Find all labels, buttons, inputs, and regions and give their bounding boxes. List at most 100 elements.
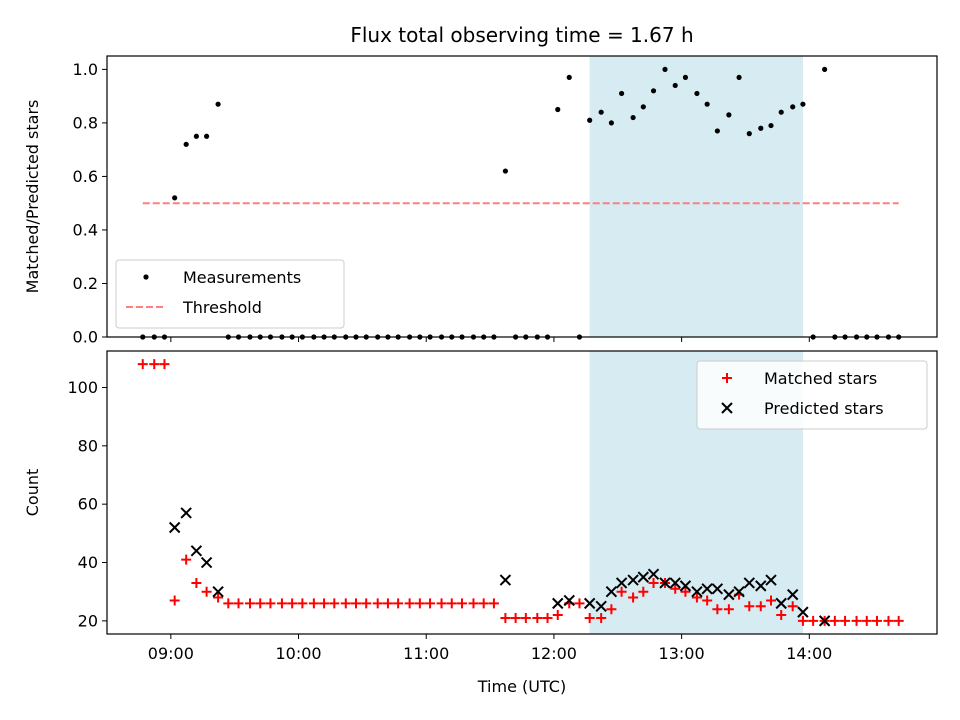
data-point bbox=[279, 334, 285, 340]
data-point bbox=[768, 122, 774, 129]
predicted-star-point bbox=[711, 583, 724, 595]
matched-star-point bbox=[808, 615, 819, 626]
x-axis-label: Time (UTC) bbox=[477, 677, 566, 696]
data-point bbox=[407, 334, 413, 340]
data-point bbox=[299, 334, 305, 340]
data-point bbox=[662, 66, 668, 72]
data-point bbox=[566, 74, 572, 81]
y-tick-label: 40 bbox=[78, 553, 98, 572]
data-point bbox=[885, 334, 892, 340]
matched-star-point bbox=[456, 598, 467, 609]
predicted-star-point bbox=[743, 577, 755, 589]
matched-star-point bbox=[255, 598, 266, 609]
predicted-star-point bbox=[190, 545, 203, 557]
matched-star-point bbox=[382, 598, 393, 609]
data-point bbox=[694, 90, 700, 97]
predicted-star-point bbox=[755, 580, 767, 592]
y-tick-label: 0.8 bbox=[73, 113, 98, 132]
data-point bbox=[523, 334, 529, 340]
data-point bbox=[353, 334, 359, 340]
data-point bbox=[289, 334, 295, 340]
data-point bbox=[151, 334, 157, 340]
matched-star-point bbox=[351, 598, 361, 609]
data-point bbox=[640, 104, 646, 110]
plot-frame bbox=[106, 350, 938, 635]
data-point bbox=[438, 334, 445, 340]
predicted-star-point bbox=[787, 588, 799, 601]
panel-count: 20 40 60 80 100 09:00 10:00 11:00 12:00 13:00 14:0… bbox=[23, 350, 938, 663]
y-tick-label: 100 bbox=[67, 378, 98, 397]
data-point bbox=[225, 334, 231, 340]
legend-marker bbox=[143, 274, 149, 280]
matched-star-point bbox=[245, 598, 256, 609]
data-point bbox=[778, 109, 784, 115]
matched-star-point bbox=[361, 598, 372, 609]
matched-star-point bbox=[893, 615, 904, 626]
data-point bbox=[874, 334, 880, 340]
matched-star-point bbox=[702, 595, 713, 606]
matched-star-point bbox=[787, 601, 798, 612]
matched-star-point bbox=[393, 598, 404, 609]
matched-star-point bbox=[500, 612, 511, 623]
y-tick-label: 80 bbox=[78, 436, 98, 455]
predicted-star-point bbox=[627, 574, 639, 586]
matched-star-point bbox=[584, 612, 595, 623]
predicted-star-point bbox=[691, 585, 703, 598]
predicted-star-point bbox=[212, 585, 224, 598]
legend-label: Predicted stars bbox=[764, 399, 884, 418]
predicted-star-point bbox=[701, 583, 713, 595]
data-point bbox=[726, 112, 732, 118]
x-tick-label: 12:00 bbox=[531, 644, 577, 663]
matched-star-point bbox=[883, 615, 894, 626]
data-point bbox=[247, 334, 253, 340]
predicted-star-point bbox=[733, 585, 745, 598]
data-point bbox=[459, 334, 465, 340]
data-point bbox=[491, 334, 497, 340]
matched-star-point bbox=[670, 583, 681, 594]
panel-ratio: 0.0 0.2 0.4 0.6 0.8 1.0 Matched/Predicted star… bbox=[23, 55, 938, 347]
matched-star-point bbox=[606, 604, 617, 615]
data-point bbox=[810, 334, 816, 340]
data-point bbox=[758, 125, 764, 131]
data-point bbox=[598, 109, 604, 115]
predicted-star-point bbox=[200, 556, 213, 569]
data-point bbox=[608, 120, 614, 126]
predicted-star-point bbox=[679, 580, 692, 592]
matched-star-point bbox=[478, 598, 489, 609]
data-point bbox=[790, 104, 796, 110]
matched-star-point bbox=[776, 610, 787, 621]
data-point bbox=[587, 117, 593, 123]
predicted-star-point bbox=[499, 574, 512, 586]
matched-star-point bbox=[532, 612, 543, 623]
data-point bbox=[672, 82, 678, 89]
plot-frame bbox=[106, 55, 938, 338]
matched-star-point bbox=[861, 615, 872, 626]
matched-star-point bbox=[766, 595, 776, 606]
matched-star-point bbox=[520, 612, 531, 623]
data-point bbox=[650, 88, 657, 94]
data-point bbox=[204, 133, 210, 139]
data-point bbox=[417, 334, 423, 340]
matched-star-point bbox=[638, 586, 649, 597]
x-tick-label: 09:00 bbox=[148, 644, 194, 663]
matched-star-point bbox=[552, 610, 563, 621]
matched-star-point bbox=[648, 577, 659, 588]
matched-star-point bbox=[436, 598, 447, 609]
y-tick-label: 20 bbox=[78, 611, 98, 630]
data-point bbox=[140, 334, 146, 340]
predicted-star-point bbox=[669, 577, 681, 589]
matched-star-point bbox=[340, 598, 351, 609]
y-tick-label: 0.6 bbox=[73, 167, 98, 186]
data-point bbox=[215, 101, 221, 107]
data-point bbox=[842, 334, 848, 340]
predicted-star-point bbox=[647, 568, 660, 580]
legend-box bbox=[696, 360, 928, 430]
predicted-star-point bbox=[637, 571, 650, 583]
predicted-star-point bbox=[563, 594, 575, 607]
data-point bbox=[385, 334, 391, 340]
data-point bbox=[311, 334, 317, 340]
y-tick-label: 60 bbox=[78, 495, 98, 514]
y-tick-label: 0.4 bbox=[73, 220, 98, 239]
matched-star-point bbox=[265, 598, 276, 609]
data-point bbox=[822, 66, 828, 72]
